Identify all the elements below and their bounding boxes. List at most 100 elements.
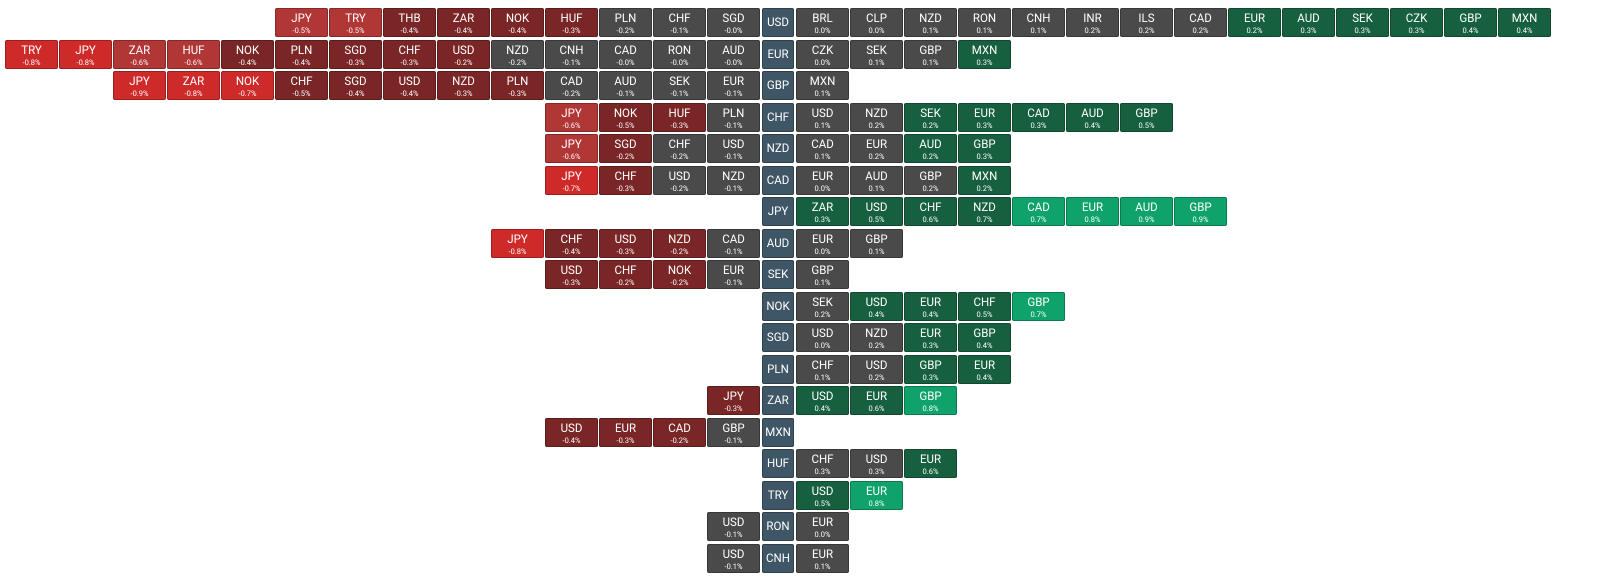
pair-cell[interactable]: AUD -0.0% (707, 39, 760, 69)
pair-cell[interactable]: GBP 0.4% (958, 323, 1011, 352)
pair-cell[interactable]: GBP 0.4% (1444, 8, 1497, 37)
pair-cell[interactable]: NZD -0.1% (707, 165, 760, 195)
pair-cell[interactable]: SGD -0.0% (707, 8, 760, 37)
pair-cell[interactable]: MXN 0.2% (958, 165, 1011, 195)
pair-cell[interactable]: JPY -0.5% (275, 8, 328, 37)
pair-cell[interactable]: NZD -0.3% (437, 71, 490, 100)
pair-cell[interactable]: GBP 0.1% (850, 228, 903, 258)
pair-cell[interactable]: USD 0.0% (796, 323, 849, 352)
pair-cell[interactable]: GBP 0.1% (796, 260, 849, 289)
pair-cell[interactable]: AUD 0.4% (1066, 102, 1119, 132)
pair-cell[interactable]: CLP 0.0% (850, 8, 903, 37)
pair-cell[interactable]: HUF -0.6% (167, 39, 220, 69)
pair-cell[interactable]: JPY -0.8% (59, 39, 112, 69)
pair-cell[interactable]: CHF 0.3% (796, 449, 849, 478)
pair-cell[interactable]: USD 0.1% (796, 102, 849, 132)
pair-cell[interactable]: SGD -0.4% (329, 71, 382, 100)
pair-cell[interactable]: EUR -0.1% (707, 71, 760, 100)
pair-cell[interactable]: NOK -0.5% (599, 102, 652, 132)
pair-cell[interactable]: USD -0.2% (437, 39, 490, 69)
pair-cell[interactable]: CHF 0.1% (796, 354, 849, 384)
pair-cell[interactable]: EUR 0.0% (796, 512, 849, 541)
base-currency[interactable]: PLN (762, 354, 794, 384)
pair-cell[interactable]: AUD 0.2% (904, 134, 957, 163)
pair-cell[interactable]: USD 0.4% (850, 291, 903, 321)
pair-cell[interactable]: GBP 0.5% (1120, 102, 1173, 132)
base-currency[interactable]: GBP (762, 71, 794, 100)
pair-cell[interactable]: USD -0.1% (707, 134, 760, 163)
pair-cell[interactable]: CNH -0.1% (545, 39, 598, 69)
pair-cell[interactable]: NZD -0.2% (653, 228, 706, 258)
pair-cell[interactable]: TRY -0.8% (5, 39, 58, 69)
pair-cell[interactable]: EUR 0.6% (850, 386, 903, 415)
pair-cell[interactable]: NOK -0.7% (221, 71, 274, 100)
pair-cell[interactable]: CHF -0.4% (545, 228, 598, 258)
pair-cell[interactable]: AUD -0.1% (599, 71, 652, 100)
pair-cell[interactable]: CHF -0.2% (599, 260, 652, 289)
pair-cell[interactable]: EUR 0.4% (904, 291, 957, 321)
pair-cell[interactable]: USD -0.3% (599, 228, 652, 258)
pair-cell[interactable]: JPY -0.3% (707, 386, 760, 415)
pair-cell[interactable]: SEK -0.1% (653, 71, 706, 100)
base-currency[interactable]: CHF (762, 102, 794, 132)
pair-cell[interactable]: CAD -0.2% (653, 417, 706, 447)
pair-cell[interactable]: GBP 0.8% (904, 386, 957, 415)
pair-cell[interactable]: GBP 0.7% (1012, 291, 1065, 321)
pair-cell[interactable]: MXN 0.3% (958, 39, 1011, 69)
pair-cell[interactable]: CNH 0.1% (1012, 8, 1065, 37)
pair-cell[interactable]: EUR 0.0% (796, 165, 849, 195)
pair-cell[interactable]: HUF -0.3% (653, 102, 706, 132)
base-currency[interactable]: HUF (762, 449, 794, 478)
pair-cell[interactable]: GBP 0.2% (904, 165, 957, 195)
pair-cell[interactable]: CHF -0.5% (275, 71, 328, 100)
base-currency[interactable]: TRY (762, 480, 794, 510)
base-currency[interactable]: NZD (762, 134, 794, 163)
pair-cell[interactable]: INR 0.2% (1066, 8, 1119, 37)
pair-cell[interactable]: ZAR -0.8% (167, 71, 220, 100)
pair-cell[interactable]: NZD 0.1% (904, 8, 957, 37)
pair-cell[interactable]: GBP 0.3% (958, 134, 1011, 163)
pair-cell[interactable]: PLN -0.3% (491, 71, 544, 100)
pair-cell[interactable]: PLN -0.2% (599, 8, 652, 37)
pair-cell[interactable]: USD 0.5% (796, 480, 849, 510)
base-currency[interactable]: CNH (762, 543, 794, 573)
base-currency[interactable]: USD (762, 8, 794, 37)
base-currency[interactable]: MXN (762, 417, 794, 447)
pair-cell[interactable]: USD 0.2% (850, 354, 903, 384)
pair-cell[interactable]: ZAR -0.6% (113, 39, 166, 69)
pair-cell[interactable]: CHF -0.1% (653, 8, 706, 37)
base-currency[interactable]: ZAR (762, 386, 794, 415)
pair-cell[interactable]: CAD 0.1% (796, 134, 849, 163)
pair-cell[interactable]: AUD 0.1% (850, 165, 903, 195)
pair-cell[interactable]: EUR 0.2% (1228, 8, 1281, 37)
pair-cell[interactable]: EUR 0.4% (958, 354, 1011, 384)
pair-cell[interactable]: USD -0.4% (545, 417, 598, 447)
pair-cell[interactable]: USD 0.4% (796, 386, 849, 415)
pair-cell[interactable]: CAD -0.2% (545, 71, 598, 100)
pair-cell[interactable]: NZD 0.7% (958, 197, 1011, 226)
pair-cell[interactable]: HUF -0.3% (545, 8, 598, 37)
pair-cell[interactable]: JPY -0.9% (113, 71, 166, 100)
pair-cell[interactable]: NOK -0.4% (221, 39, 274, 69)
pair-cell[interactable]: USD -0.4% (383, 71, 436, 100)
pair-cell[interactable]: CHF -0.3% (599, 165, 652, 195)
pair-cell[interactable]: NZD 0.2% (850, 102, 903, 132)
pair-cell[interactable]: USD 0.5% (850, 197, 903, 226)
pair-cell[interactable]: CAD 0.2% (1174, 8, 1227, 37)
pair-cell[interactable]: USD -0.1% (707, 512, 760, 541)
base-currency[interactable]: CAD (762, 165, 794, 195)
pair-cell[interactable]: RON 0.1% (958, 8, 1011, 37)
pair-cell[interactable]: CAD -0.0% (599, 39, 652, 69)
base-currency[interactable]: AUD (762, 228, 794, 258)
pair-cell[interactable]: SGD -0.3% (329, 39, 382, 69)
pair-cell[interactable]: JPY -0.7% (545, 165, 598, 195)
pair-cell[interactable]: PLN -0.1% (707, 102, 760, 132)
pair-cell[interactable]: CHF -0.2% (653, 134, 706, 163)
pair-cell[interactable]: NOK -0.4% (491, 8, 544, 37)
pair-cell[interactable]: SEK 0.1% (850, 39, 903, 69)
pair-cell[interactable]: JPY -0.6% (545, 102, 598, 132)
pair-cell[interactable]: CAD 0.3% (1012, 102, 1065, 132)
pair-cell[interactable]: THB -0.4% (383, 8, 436, 37)
base-currency[interactable]: RON (762, 512, 794, 541)
pair-cell[interactable]: CAD 0.7% (1012, 197, 1065, 226)
